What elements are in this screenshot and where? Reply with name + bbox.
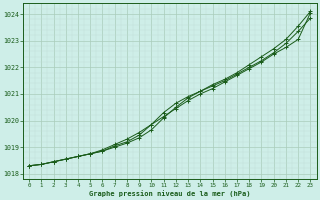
- X-axis label: Graphe pression niveau de la mer (hPa): Graphe pression niveau de la mer (hPa): [89, 190, 251, 197]
